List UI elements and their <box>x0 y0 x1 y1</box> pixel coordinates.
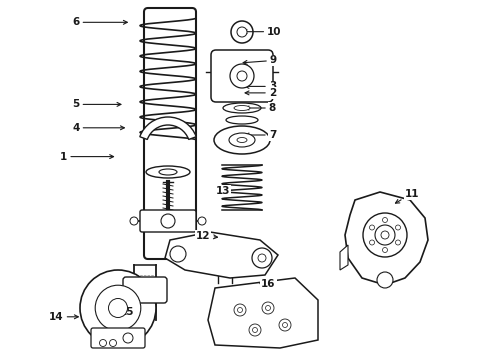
Circle shape <box>375 225 395 245</box>
Text: 3: 3 <box>245 81 276 91</box>
FancyBboxPatch shape <box>144 8 196 259</box>
Text: 10: 10 <box>243 27 282 37</box>
Circle shape <box>170 246 186 262</box>
Circle shape <box>230 64 254 88</box>
Ellipse shape <box>229 133 255 147</box>
Text: 5: 5 <box>73 99 121 109</box>
Text: 8: 8 <box>245 103 276 113</box>
Ellipse shape <box>234 105 250 111</box>
Text: 1: 1 <box>60 152 114 162</box>
Text: 4: 4 <box>72 123 124 133</box>
Text: 16: 16 <box>260 279 276 289</box>
Circle shape <box>395 240 400 245</box>
Circle shape <box>283 323 288 328</box>
Circle shape <box>369 225 374 230</box>
FancyBboxPatch shape <box>91 328 145 348</box>
Circle shape <box>383 217 388 222</box>
Circle shape <box>369 240 374 245</box>
Circle shape <box>383 248 388 252</box>
Circle shape <box>395 225 400 230</box>
Circle shape <box>198 217 206 225</box>
Ellipse shape <box>159 169 177 175</box>
FancyBboxPatch shape <box>123 277 167 303</box>
Circle shape <box>262 302 274 314</box>
FancyBboxPatch shape <box>211 50 273 102</box>
Polygon shape <box>340 245 348 270</box>
Circle shape <box>249 324 261 336</box>
Circle shape <box>363 213 407 257</box>
Circle shape <box>234 304 246 316</box>
Text: 9: 9 <box>243 55 277 66</box>
Circle shape <box>252 328 258 333</box>
Circle shape <box>95 285 141 331</box>
Circle shape <box>237 71 247 81</box>
Text: 12: 12 <box>196 231 218 241</box>
Circle shape <box>161 214 175 228</box>
FancyBboxPatch shape <box>140 210 196 232</box>
Ellipse shape <box>223 103 261 113</box>
Circle shape <box>130 217 138 225</box>
Circle shape <box>279 319 291 331</box>
Circle shape <box>377 272 393 288</box>
Circle shape <box>80 270 156 346</box>
Wedge shape <box>140 117 196 139</box>
Circle shape <box>238 307 243 312</box>
Text: 11: 11 <box>395 189 419 203</box>
Circle shape <box>252 248 272 268</box>
Circle shape <box>123 333 133 343</box>
Circle shape <box>266 306 270 310</box>
Ellipse shape <box>214 126 270 154</box>
Text: 7: 7 <box>245 130 276 140</box>
Text: 6: 6 <box>73 17 127 27</box>
Circle shape <box>99 339 106 346</box>
Text: 15: 15 <box>120 307 135 318</box>
Circle shape <box>258 254 266 262</box>
Circle shape <box>108 298 127 318</box>
Circle shape <box>109 339 117 346</box>
Ellipse shape <box>146 166 190 178</box>
Polygon shape <box>208 278 318 348</box>
Ellipse shape <box>226 116 258 124</box>
Circle shape <box>381 231 389 239</box>
Polygon shape <box>345 192 428 285</box>
Circle shape <box>237 27 247 37</box>
Circle shape <box>231 21 253 43</box>
Ellipse shape <box>237 138 247 143</box>
Text: 14: 14 <box>49 312 78 322</box>
Text: 13: 13 <box>216 186 230 196</box>
Text: 2: 2 <box>245 88 276 98</box>
Polygon shape <box>165 232 278 278</box>
